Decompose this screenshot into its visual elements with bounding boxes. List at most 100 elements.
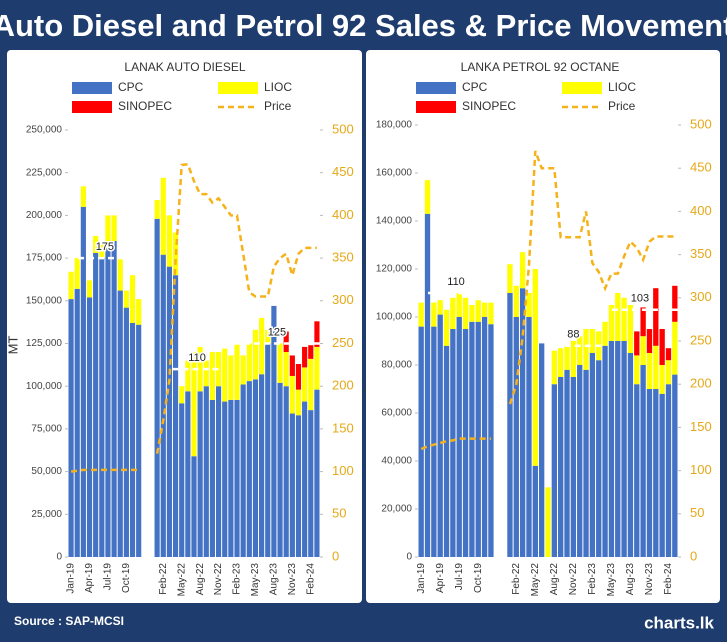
bar-segment bbox=[424, 213, 431, 558]
bar-segment bbox=[136, 324, 142, 557]
bar-segment bbox=[172, 275, 179, 557]
bar-segment bbox=[259, 317, 265, 375]
bar-segment bbox=[583, 329, 589, 370]
y-tick-label: 60,000 bbox=[381, 408, 412, 419]
bar-segment bbox=[475, 321, 481, 557]
x-tick-label: May-22 bbox=[530, 563, 541, 597]
y-tick-label: 100,000 bbox=[376, 312, 413, 323]
bar-segment bbox=[123, 290, 129, 308]
legend-label: CPC bbox=[462, 80, 488, 94]
bar-segment bbox=[105, 215, 111, 245]
x-tick-label: Oct-19 bbox=[121, 563, 132, 593]
bar-segment bbox=[203, 360, 209, 387]
bar-segment bbox=[532, 269, 538, 466]
bar-segment bbox=[246, 343, 252, 382]
bar-segment bbox=[577, 336, 583, 365]
bar-segment bbox=[443, 309, 450, 346]
bar-segment bbox=[621, 297, 627, 341]
y-tick-label: 50,000 bbox=[31, 466, 62, 477]
bar-segment bbox=[665, 360, 672, 385]
x-tick-label: Aug-22 bbox=[195, 563, 206, 596]
bar-segment bbox=[545, 487, 551, 557]
bar-segment bbox=[570, 341, 577, 377]
bar-segment bbox=[589, 329, 596, 353]
legend-swatch bbox=[416, 82, 456, 94]
bar-segment bbox=[160, 254, 166, 557]
bar-segment bbox=[475, 300, 481, 322]
source-note: Source : SAP-MCSI bbox=[14, 614, 124, 628]
legend-swatch bbox=[416, 101, 456, 113]
bar-segment bbox=[602, 321, 608, 346]
bar-segment bbox=[456, 317, 462, 557]
bar-segment bbox=[314, 389, 320, 557]
bar-segment bbox=[289, 413, 295, 557]
bar-segment bbox=[105, 244, 111, 557]
x-tick-label: Feb-24 bbox=[305, 563, 316, 595]
bar-segment bbox=[640, 365, 646, 557]
bar-segment bbox=[450, 329, 456, 557]
bar-segment bbox=[558, 348, 564, 377]
bar-segment bbox=[228, 399, 234, 557]
bar-segment bbox=[519, 288, 526, 557]
x-tick-label: Oct-19 bbox=[473, 563, 484, 593]
bar-segment bbox=[265, 343, 271, 557]
bar-segment bbox=[462, 329, 469, 557]
bar-segment bbox=[277, 382, 283, 557]
bar-segment bbox=[191, 456, 197, 557]
y-tick-label: 125,000 bbox=[26, 338, 63, 349]
bar-segment bbox=[289, 355, 295, 376]
legend-swatch bbox=[562, 82, 602, 94]
average-label: 88 bbox=[567, 329, 579, 341]
average-label: 175 bbox=[96, 241, 114, 253]
bar-segment bbox=[185, 360, 191, 392]
chart-title: LANKA PETROL 92 OCTANE bbox=[461, 60, 620, 74]
bar-segment bbox=[136, 299, 142, 325]
bar-segment bbox=[551, 384, 558, 557]
bar-segment bbox=[577, 365, 583, 557]
bar-segment bbox=[129, 323, 136, 557]
bar-segment bbox=[295, 389, 302, 416]
bar-segment bbox=[526, 317, 532, 557]
y-tick-label: 225,000 bbox=[26, 167, 63, 178]
x-tick-label: Jan-19 bbox=[66, 563, 77, 594]
bar-segment bbox=[640, 307, 646, 337]
x-tick-label: Apr-19 bbox=[84, 563, 95, 593]
bar-segment bbox=[68, 271, 74, 300]
bar-segment bbox=[627, 353, 634, 557]
bar-segment bbox=[93, 235, 99, 253]
bar-segment bbox=[659, 329, 665, 365]
bar-segment bbox=[431, 326, 437, 557]
bar-segment bbox=[488, 324, 494, 557]
bar-segment bbox=[589, 353, 596, 557]
bar-segment bbox=[640, 336, 646, 365]
bar-segment bbox=[123, 307, 129, 557]
bar-segment bbox=[507, 264, 513, 293]
y2-tick-label: 300 bbox=[690, 289, 712, 304]
price-line bbox=[420, 150, 675, 451]
price-line bbox=[70, 162, 317, 473]
bar-segment bbox=[672, 285, 678, 322]
x-tick-label: Feb-23 bbox=[232, 563, 243, 595]
y2-tick-label: 150 bbox=[690, 419, 712, 434]
bar-segment bbox=[564, 369, 570, 557]
bar-segment bbox=[160, 177, 166, 255]
x-tick-label: Feb-24 bbox=[663, 563, 674, 595]
y-tick-label: 100,000 bbox=[26, 381, 63, 392]
bar-segment bbox=[608, 305, 615, 341]
average-label: 125 bbox=[268, 326, 286, 338]
y2-tick-label: 100 bbox=[332, 463, 354, 478]
bar-segment bbox=[129, 275, 136, 324]
y-tick-label: 40,000 bbox=[381, 456, 412, 467]
bar-segment bbox=[117, 290, 123, 557]
bar-segment bbox=[564, 345, 570, 370]
bar-segment bbox=[308, 345, 314, 359]
bar-segment bbox=[99, 241, 105, 259]
bar-segment bbox=[68, 299, 74, 557]
y-tick-label: 200,000 bbox=[26, 210, 63, 221]
bar-segment bbox=[538, 343, 545, 557]
bar-segment bbox=[507, 293, 513, 557]
bar-segment bbox=[608, 341, 615, 557]
y2-tick-label: 400 bbox=[690, 203, 712, 218]
x-tick-label: Apr-19 bbox=[435, 563, 446, 593]
